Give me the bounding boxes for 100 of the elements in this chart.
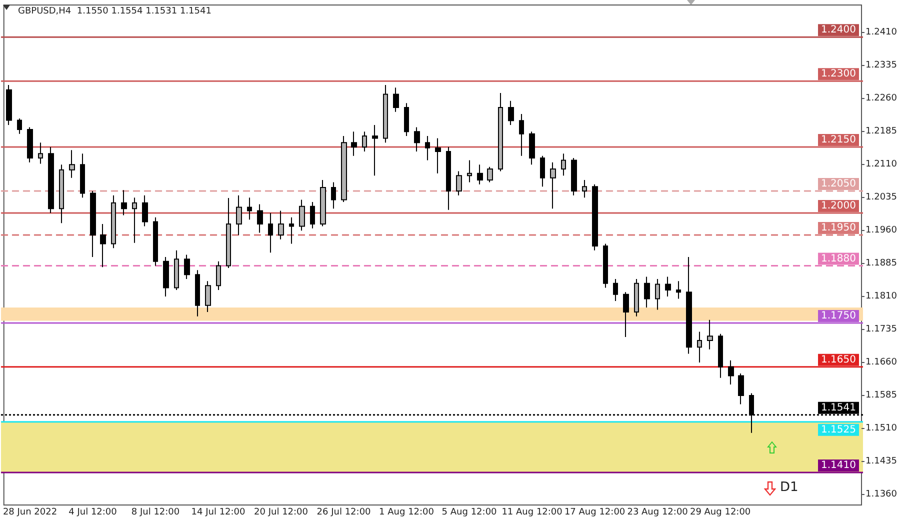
candlestick [195,270,200,317]
candlestick [163,256,169,298]
candlestick [655,278,660,310]
candlestick [362,131,367,152]
x-tick-label: 14 Jul 12:00 [191,508,246,518]
candlestick [707,319,713,350]
x-tick-label: 28 Jun 2022 [2,508,58,518]
candlestick [174,250,179,290]
candlestick [393,87,399,112]
candlestick [341,136,347,203]
y-tick-label: 1.1885 [866,258,898,269]
x-tick-label: 29 Aug 12:00 [690,508,751,518]
ref-line-label: 1.1650 [821,354,856,366]
x-tick-label: 17 Aug 12:00 [564,508,626,518]
x-tick-label: 11 Aug 12:00 [502,508,563,518]
candlestick [257,204,263,234]
candlestick [728,360,734,386]
ref-line-label: 1.2150 [821,134,856,146]
y-tick-label: 1.2185 [866,126,898,137]
candlestick [467,160,472,183]
candlestick [498,92,503,172]
ref-line-label: 1.2050 [821,178,856,190]
x-tick-label: 23 Aug 12:00 [627,508,688,518]
candlestick [508,100,514,126]
candlestick [738,373,744,405]
candlestick [278,210,284,240]
candlestick [153,216,158,266]
candlestick [613,278,618,302]
candlestick [414,126,420,152]
candlestick [236,194,242,236]
x-tick-label: 20 Jul 12:00 [254,508,308,518]
candlestick [697,331,702,364]
y-tick-label: 1.1510 [866,423,898,434]
candlestick [623,292,629,338]
candlestick [686,256,692,354]
candlestick [550,162,556,210]
candlestick [571,158,577,196]
candlestick [216,260,221,290]
ref-line-label: 1.2300 [821,68,856,80]
candlestick [320,180,326,227]
candlestick [142,194,148,227]
ref-line-label: 1.1750 [821,310,856,322]
candlestick [372,124,378,176]
candlestick [676,280,681,300]
candlestick [540,155,545,188]
y-tick-label: 1.1585 [866,390,898,400]
y-tick-label: 1.1735 [866,324,898,335]
candlestick [644,276,650,308]
candlestick [383,84,388,144]
candlestick [634,278,639,317]
ref-line-label: 1.1410 [821,460,856,471]
ref-line-label: 1.1880 [821,253,856,264]
candlestick [121,190,127,216]
chart-title: GBPUSD,H4 1.1550 1.1554 1.1531 1.1541 [18,6,212,16]
candlestick [456,170,462,196]
candlestick [603,243,608,288]
candlestick [351,131,357,156]
candlestick [247,197,252,220]
candlestick [226,198,231,268]
y-tick-label: 1.2110 [866,160,898,170]
candlestick [665,276,671,298]
candlestick [38,142,43,164]
candlestick [59,164,64,224]
ref-line-label: 1.2000 [821,200,856,212]
ref-line-label: 1.2400 [821,24,856,36]
y-tick-label: 1.2260 [866,94,898,104]
candlestick [310,202,315,229]
candlestick [289,216,294,244]
annotation: D1 [780,480,798,495]
candlestick [404,102,409,137]
candlestick [184,254,190,280]
candlestick [268,212,273,254]
candlestick [27,126,33,163]
x-tick-label: 8 Jul 12:00 [131,508,180,518]
candlestick [561,153,566,176]
y-tick-label: 1.2035 [866,192,898,203]
y-tick-label: 1.1810 [866,292,898,302]
candlestick [477,164,483,185]
candlestick [80,153,85,198]
y-tick-label: 1.2410 [866,28,898,38]
y-tick-label: 1.1360 [866,489,898,500]
candlestick [519,114,524,156]
candlestick [718,333,723,378]
candlestick [100,223,106,268]
candlestick [299,199,305,232]
ref-line-label: 1.1950 [821,222,856,234]
candlestick [132,197,137,244]
candlestick [205,280,211,312]
candlestick [425,136,430,161]
x-tick-label: 1 Aug 12:00 [379,508,434,518]
x-tick-label: 4 Jul 12:00 [68,508,118,518]
candlestick [582,180,587,198]
candlestick [487,166,493,183]
ref-line-label: 1.1541 [821,402,856,414]
candlestick [17,118,22,134]
candlestick [435,138,441,174]
y-tick-label: 1.1660 [866,358,898,368]
x-tick-label: 5 Aug 12:00 [442,508,498,518]
candlestick [529,131,535,166]
x-tick-label: 26 Jul 12:00 [316,508,372,518]
